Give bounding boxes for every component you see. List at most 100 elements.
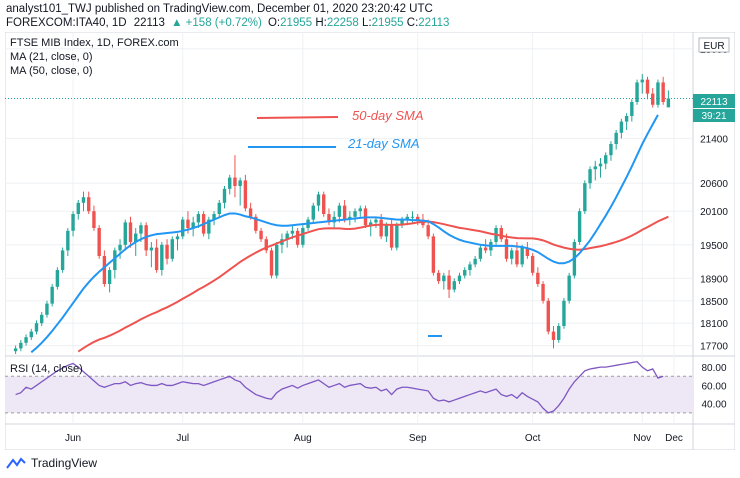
candle-body: [651, 93, 655, 105]
candle-body: [60, 250, 65, 270]
candle-body: [416, 216, 420, 220]
footer[interactable]: TradingView: [6, 456, 97, 470]
price-tick-label: 19500: [700, 241, 728, 252]
sma50-annotation: 50-day SMA: [352, 108, 424, 123]
candle-body: [322, 194, 326, 214]
candle-body: [536, 272, 540, 284]
candle-body: [316, 194, 321, 206]
candle-body: [619, 121, 624, 133]
candle-body: [426, 225, 430, 237]
candle-body: [29, 331, 33, 338]
candle-body: [557, 326, 561, 340]
price-tick-label: 18500: [700, 297, 728, 308]
rsi-line: [15, 360, 664, 414]
candle-body: [160, 244, 164, 270]
candle-body: [447, 275, 451, 290]
price-tick-label: 20600: [700, 179, 728, 190]
price-chart-svg[interactable]: 2300021400206002010019500189001850018100…: [4, 31, 736, 451]
candle-body: [50, 286, 54, 304]
price-tick-label: 21400: [700, 134, 728, 145]
candle-body: [222, 188, 227, 203]
rsi-tick-label: 80.00: [701, 363, 726, 374]
axis-labels: 2300021400206002010019500189001850018100…: [65, 45, 728, 444]
time-tick-label: Jul: [176, 433, 189, 444]
rsi-tick-label: 40.00: [701, 400, 726, 411]
publish-line: analyst101_TWJ published on TradingView.…: [6, 3, 433, 15]
candle-body: [55, 270, 60, 287]
candle-body: [473, 258, 477, 265]
candle-body: [259, 230, 263, 240]
candle-body: [452, 281, 456, 290]
price-tick-label: 20100: [700, 207, 728, 218]
candle-body: [165, 244, 169, 259]
candle-body: [640, 79, 644, 83]
candle-body: [577, 211, 582, 242]
sma21-annotation: 21-day SMA: [347, 136, 420, 151]
candle-body: [186, 219, 190, 228]
candle-body: [520, 247, 524, 265]
candle-body: [269, 250, 274, 276]
rsi-legend: RSI (14, close): [10, 363, 83, 375]
time-tick-label: Nov: [633, 433, 651, 444]
candle-body: [81, 197, 86, 203]
candle-body: [264, 239, 268, 251]
candle-body: [76, 202, 80, 214]
candle-body: [530, 256, 535, 273]
price-tick-label: 17700: [700, 342, 728, 353]
publisher-text: analyst101_TWJ published on TradingView.…: [6, 3, 433, 15]
candle-body: [431, 236, 436, 273]
candle-body: [609, 144, 613, 156]
candle-body: [87, 197, 91, 212]
change-value: ▲ +158 (+0.72%): [171, 17, 262, 29]
candle-body: [102, 256, 107, 284]
candle-body: [551, 331, 556, 340]
symbol-line: FOREXCOM:ITA40, 1D 22113 ▲ +158 (+0.72%)…: [6, 17, 449, 29]
candle-body: [374, 219, 378, 223]
last-price-tag-text: 22113: [700, 97, 728, 108]
candle-body: [170, 239, 174, 259]
candle-body: [154, 247, 159, 270]
candle-body: [656, 82, 660, 105]
price-tick-label: 18900: [700, 274, 728, 285]
candle-body: [395, 225, 399, 248]
chart-container[interactable]: 2300021400206002010019500189001850018100…: [4, 31, 736, 451]
chart-title: FTSE MIB Index, 1D, FOREX.com: [10, 37, 179, 49]
candle-body: [583, 183, 587, 212]
candle-body: [525, 247, 530, 256]
candle-body: [243, 180, 248, 209]
rsi-series: [15, 360, 664, 414]
candle-body: [238, 180, 242, 186]
candle-body: [13, 348, 18, 352]
candle-body: [358, 208, 362, 212]
candle-body: [515, 250, 519, 265]
candle-body: [149, 247, 154, 251]
candle-body: [567, 275, 571, 301]
price-tick-label: 18100: [700, 319, 728, 330]
countdown-tag: [693, 109, 735, 122]
high-label: H:: [315, 17, 327, 29]
candle-body: [123, 222, 127, 245]
candle-body: [588, 169, 592, 184]
candle-body: [541, 284, 545, 301]
candle-body: [661, 82, 665, 102]
candle-body: [635, 82, 639, 102]
candle-body: [254, 216, 258, 231]
footer-brand: TradingView: [31, 456, 98, 470]
candle-body: [181, 219, 185, 237]
candle-body: [45, 303, 49, 315]
candle-body: [442, 275, 446, 282]
candle-body: [593, 166, 597, 170]
candle-body: [113, 250, 117, 270]
candle-body: [71, 214, 75, 231]
candle-body: [562, 300, 566, 326]
candle-body: [19, 342, 23, 349]
candle-body: [457, 275, 462, 282]
time-tick-label: Oct: [525, 433, 541, 444]
ma21-legend: MA (21, close, 0): [10, 51, 93, 63]
candle-body: [285, 233, 289, 240]
ma50-line: [77, 215, 669, 353]
candle-body: [107, 270, 112, 284]
tradingview-logo-icon: [6, 457, 26, 469]
candle-body: [504, 239, 509, 259]
candle-body: [468, 264, 472, 270]
